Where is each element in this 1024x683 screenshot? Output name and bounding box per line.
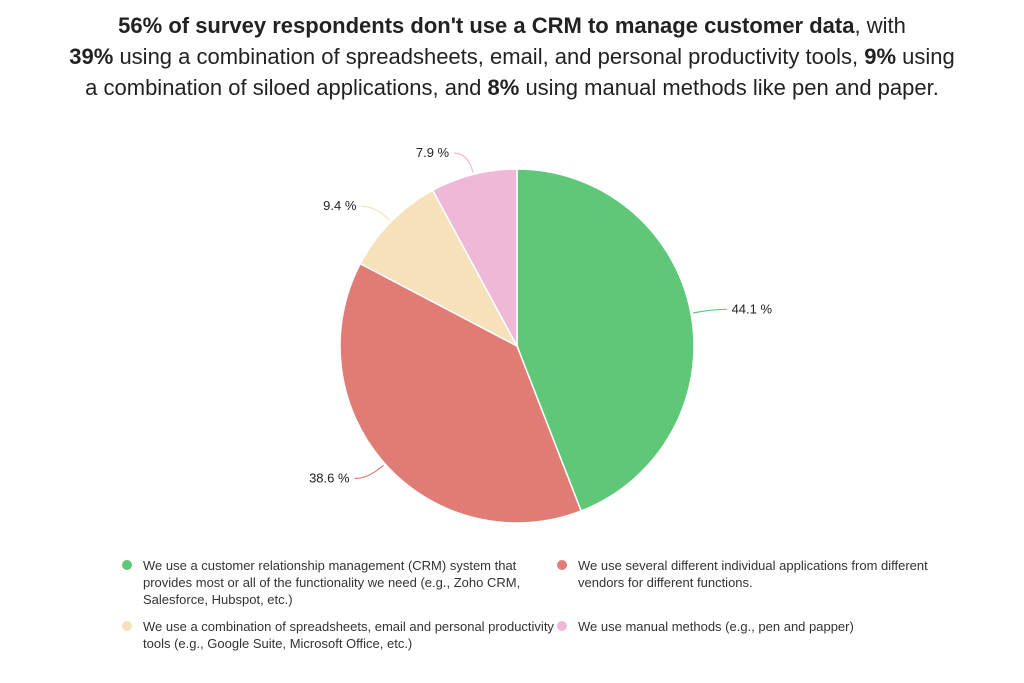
pie-slice xyxy=(516,168,695,512)
title-segment: 56% of survey respondents don't use a CR… xyxy=(118,13,855,38)
legend-swatch xyxy=(557,560,567,570)
leader-line xyxy=(454,152,474,173)
pie-slice xyxy=(339,262,583,524)
leader-line xyxy=(354,464,384,480)
data-label: 9.4 % xyxy=(323,198,357,213)
legend-swatch xyxy=(122,621,132,631)
legend-swatch xyxy=(122,560,132,570)
legend-item-spreadsheets: We use a combination of spreadsheets, em… xyxy=(122,618,557,652)
data-label: 38.6 % xyxy=(309,471,350,486)
legend-label: We use a customer relationship managemen… xyxy=(143,558,521,607)
pie-slice xyxy=(359,189,519,348)
legend-item-individual-apps: We use several different individual appl… xyxy=(557,557,942,608)
leader-line xyxy=(692,308,727,314)
title-segment: 39% xyxy=(69,44,114,69)
legend-item-crm: We use a customer relationship managemen… xyxy=(122,557,557,608)
data-label: 7.9 % xyxy=(416,145,450,160)
leader-line xyxy=(361,205,391,221)
legend-swatch xyxy=(557,621,567,631)
title-segment: a combination of siloed applications, an… xyxy=(85,75,488,100)
title-segment: 9% xyxy=(864,44,896,69)
legend-item-manual: We use manual methods (e.g., pen and pap… xyxy=(557,618,942,652)
pie-slice xyxy=(431,168,518,347)
title-segment: , with xyxy=(854,13,906,38)
legend: We use a customer relationship managemen… xyxy=(122,557,942,652)
title-segment: 8% xyxy=(487,75,520,100)
title-segment: using manual methods like pen and paper. xyxy=(519,75,939,100)
legend-label: We use several different individual appl… xyxy=(578,558,928,590)
legend-label: We use a combination of spreadsheets, em… xyxy=(143,619,554,651)
data-label: 44.1 % xyxy=(732,301,773,316)
chart-title: 56% of survey respondents don't use a CR… xyxy=(0,10,1024,103)
title-segment: using a combination of spreadsheets, ema… xyxy=(113,44,865,69)
title-segment: using xyxy=(896,44,955,69)
legend-label: We use manual methods (e.g., pen and pap… xyxy=(578,619,854,634)
pie-chart: 44.1 % 38.6 % 9.4 % 7.9 % xyxy=(309,145,773,524)
